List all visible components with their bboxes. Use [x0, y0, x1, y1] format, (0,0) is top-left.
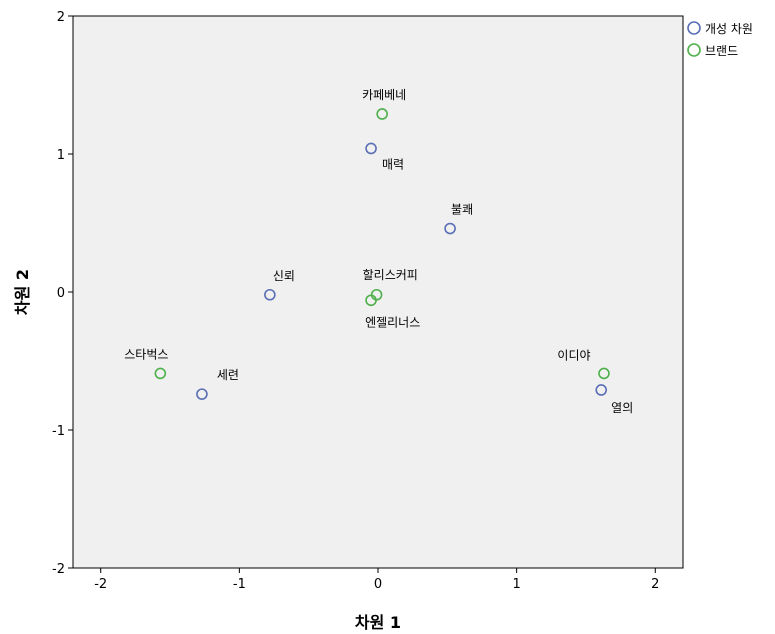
data-point: [154, 367, 167, 380]
data-point: [196, 388, 208, 400]
data-point: [365, 142, 377, 155]
x-tick-label: 1: [512, 577, 520, 592]
data-point: [595, 384, 608, 396]
y-tick-label: -2: [52, 562, 65, 577]
x-axis-title: 차원 1: [355, 613, 401, 632]
data-point-label: 불쾌: [451, 203, 473, 217]
y-axis-title: 차원 2: [13, 269, 32, 315]
data-point-label: 열의: [611, 401, 633, 415]
y-tick-label: 1: [57, 148, 65, 163]
data-point: [365, 294, 377, 307]
legend-label: 개성 차원: [705, 22, 753, 36]
axis-ticks: -2 -1 0 1 2 -2 -1 0 1 2: [52, 10, 659, 592]
y-tick-label: 2: [57, 10, 65, 25]
x-tick-label: -2: [94, 577, 107, 592]
data-point-label: 세련: [217, 368, 239, 382]
x-tick-label: 0: [374, 577, 382, 592]
data-point-label: 매력: [382, 157, 404, 171]
data-point-label: 카페베네: [362, 88, 406, 102]
x-tick-label: 2: [651, 577, 659, 592]
data-point-label: 엔젤리너스: [365, 315, 420, 329]
legend-marker: [687, 21, 701, 35]
data-point-label: 신뢰: [273, 269, 295, 283]
data-point-label: 할리스커피: [363, 268, 418, 282]
data-point: [264, 288, 276, 301]
y-tick-label: -1: [52, 424, 65, 439]
legend-marker: [687, 43, 701, 57]
y-tick-label: 0: [57, 286, 65, 301]
data-point: [376, 108, 388, 120]
data-point-label: 스타벅스: [124, 347, 168, 361]
data-point: [598, 367, 610, 380]
data-point: [444, 222, 456, 235]
data-points: [154, 108, 610, 400]
x-tick-label: -1: [233, 577, 246, 592]
legend-label: 브랜드: [705, 44, 738, 58]
data-point-label: 이디야: [557, 348, 590, 362]
plot-area: [72, 15, 684, 569]
